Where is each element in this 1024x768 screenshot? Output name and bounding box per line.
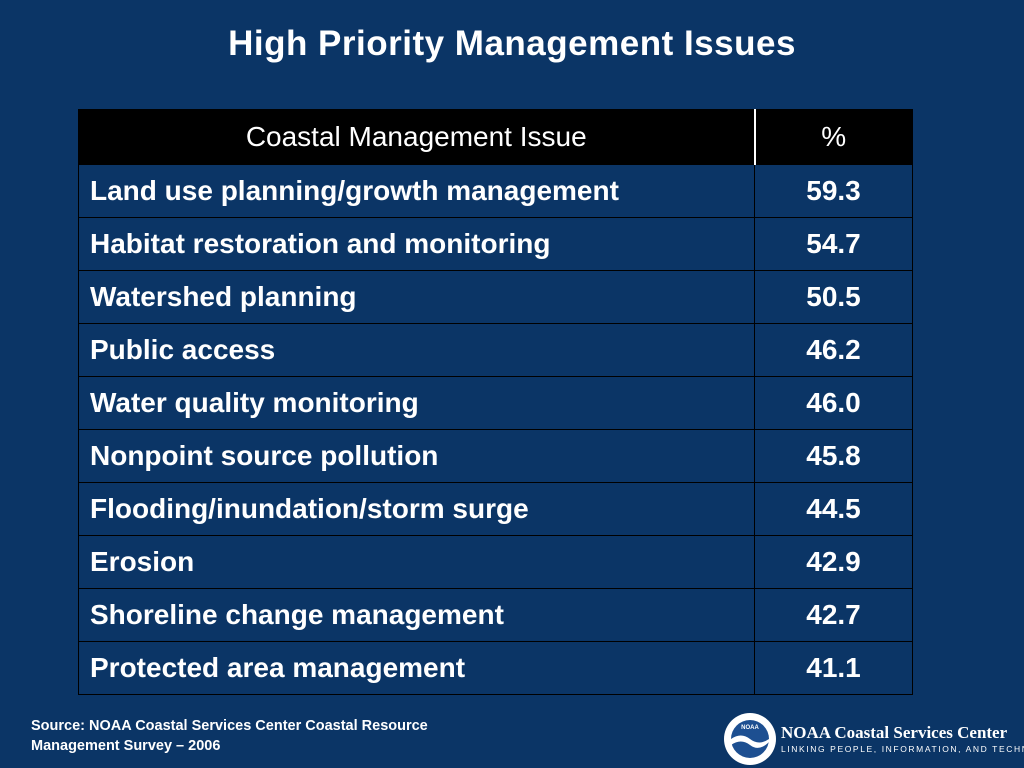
table-row: Public access 46.2 (78, 323, 913, 377)
percent-cell: 42.7 (754, 588, 913, 642)
issue-cell: Erosion (78, 535, 755, 589)
issue-cell: Habitat restoration and monitoring (78, 217, 755, 271)
percent-cell: 45.8 (754, 429, 913, 483)
source-line: Management Survey – 2006 (31, 738, 221, 754)
table-row: Erosion 42.9 (78, 535, 913, 589)
percent-cell: 50.5 (754, 270, 913, 324)
table-row: Watershed planning 50.5 (78, 270, 913, 324)
issue-cell: Flooding/inundation/storm surge (78, 482, 755, 536)
source-note: Source: NOAA Coastal Services Center Coa… (31, 716, 551, 756)
source-line: Source: NOAA Coastal Services Center Coa… (31, 718, 428, 734)
issues-table: Coastal Management Issue % Land use plan… (78, 109, 913, 695)
percent-cell: 46.0 (754, 376, 913, 430)
percent-cell: 42.9 (754, 535, 913, 589)
issue-cell: Water quality monitoring (78, 376, 755, 430)
percent-cell: 41.1 (754, 641, 913, 695)
table-row: Protected area management 41.1 (78, 641, 913, 695)
org-branding: NOAA Coastal Services Center LINKING PEO… (781, 723, 1024, 754)
table-row: Water quality monitoring 46.0 (78, 376, 913, 430)
issue-cell: Public access (78, 323, 755, 377)
table-row: Shoreline change management 42.7 (78, 588, 913, 642)
issue-cell: Shoreline change management (78, 588, 755, 642)
table-row: Habitat restoration and monitoring 54.7 (78, 217, 913, 271)
logo-text: NOAA (741, 725, 759, 731)
issue-cell: Nonpoint source pollution (78, 429, 755, 483)
org-name: NOAA Coastal Services Center (781, 723, 1008, 742)
percent-column-header: % (753, 109, 913, 165)
percent-cell: 46.2 (754, 323, 913, 377)
table-row: Nonpoint source pollution 45.8 (78, 429, 913, 483)
page-title: High Priority Management Issues (228, 24, 796, 63)
noaa-seagull-logo: NOAA (724, 713, 776, 765)
table-header-row: Coastal Management Issue % (78, 109, 913, 165)
percent-cell: 54.7 (754, 217, 913, 271)
issue-cell: Watershed planning (78, 270, 755, 324)
table-row: Flooding/inundation/storm surge 44.5 (78, 482, 913, 536)
table-row: Land use planning/growth management 59.3 (78, 164, 913, 218)
issue-cell: Land use planning/growth management (78, 164, 755, 218)
percent-cell: 59.3 (754, 164, 913, 218)
org-tagline: LINKING PEOPLE, INFORMATION, AND TECHNOL… (781, 744, 1024, 754)
issue-cell: Protected area management (78, 641, 755, 695)
percent-cell: 44.5 (754, 482, 913, 536)
issue-column-header: Coastal Management Issue (78, 109, 755, 165)
